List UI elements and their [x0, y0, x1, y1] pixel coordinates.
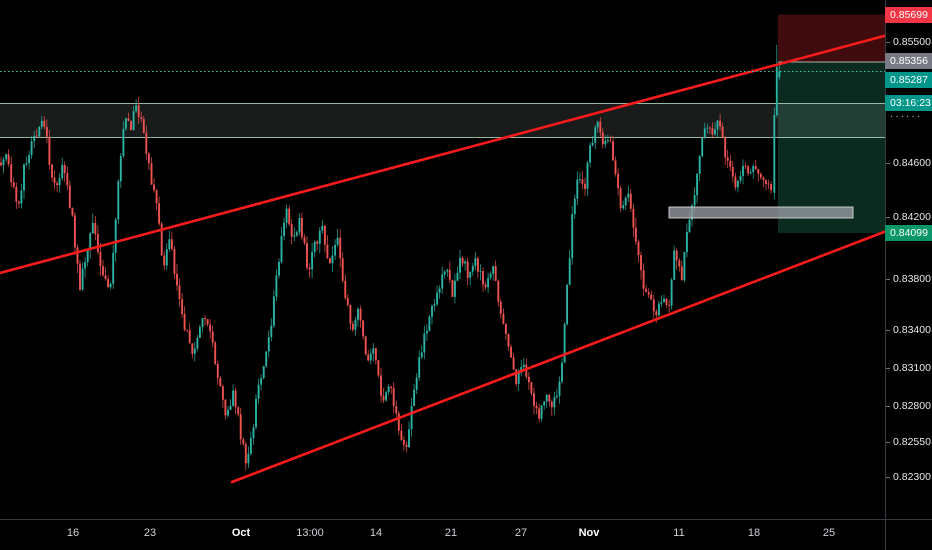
- price-tick-label: 0.85500: [886, 35, 932, 49]
- clipped-price-label: ······: [890, 114, 932, 119]
- countdown-badge: 03:16:23: [885, 95, 932, 111]
- time-axis[interactable]: 16 23 Oct 13:00 14 21 27 Nov 11 18 25: [0, 519, 885, 550]
- channel-trendline-upper[interactable]: [0, 34, 885, 275]
- price-tick-dash: [886, 41, 890, 43]
- price-tick-dash: [886, 441, 890, 443]
- price-tick-label: 0.83800: [886, 272, 932, 286]
- channel-trendline-lower[interactable]: [230, 230, 885, 484]
- stop-price-badge: 0.85699: [885, 6, 932, 23]
- short-position-stop-zone[interactable]: [778, 14, 885, 63]
- price-tick-label: 0.82550: [886, 435, 932, 449]
- time-axis-label: 25: [822, 527, 836, 539]
- demand-box[interactable]: [668, 206, 854, 219]
- resistance-band[interactable]: [0, 103, 885, 138]
- price-tick-dash: [886, 476, 890, 478]
- target-price-badge: 0.84099: [885, 225, 932, 241]
- price-tick-dash: [886, 405, 890, 407]
- last-price-badge: 0.85287: [885, 72, 932, 88]
- time-axis-label: 23: [143, 527, 157, 539]
- price-tick-dash: [886, 278, 890, 280]
- time-axis-label: 14: [369, 527, 383, 539]
- price-tick-dash: [886, 329, 890, 331]
- down-candle-bodies: [0, 105, 773, 464]
- time-axis-label: 16: [66, 527, 80, 539]
- price-tick-label: 0.84200: [886, 210, 932, 224]
- time-axis-month-label: Nov: [578, 527, 600, 539]
- price-tick-label: 0.84600: [886, 156, 932, 170]
- price-tick-dash: [886, 216, 890, 218]
- price-tick-dash: [886, 162, 890, 164]
- price-tick-label: 0.82800: [886, 399, 932, 413]
- time-axis-label: 18: [747, 527, 761, 539]
- chart-canvas[interactable]: [0, 0, 885, 519]
- price-tick-label: 0.83100: [886, 361, 932, 375]
- time-axis-label: 13:00: [296, 527, 324, 539]
- price-axis[interactable]: 0.85500 0.84600 0.84200 0.83800 0.83400 0.831…: [885, 0, 932, 519]
- price-tick-label: 0.83400: [886, 323, 932, 337]
- time-axis-label: 11: [673, 527, 685, 539]
- price-tick-dash: [886, 367, 890, 369]
- short-position-target-zone[interactable]: [778, 62, 885, 233]
- down-candle-wicks: [0, 96, 772, 471]
- entry-price-badge: 0.85356: [885, 52, 932, 69]
- price-tick-label: 0.82300: [886, 470, 932, 484]
- time-axis-month-label: Oct: [231, 527, 251, 539]
- time-axis-label: 27: [514, 527, 528, 539]
- axis-corner: [885, 519, 932, 550]
- time-axis-label: 21: [444, 527, 458, 539]
- candlestick-series: [0, 44, 781, 471]
